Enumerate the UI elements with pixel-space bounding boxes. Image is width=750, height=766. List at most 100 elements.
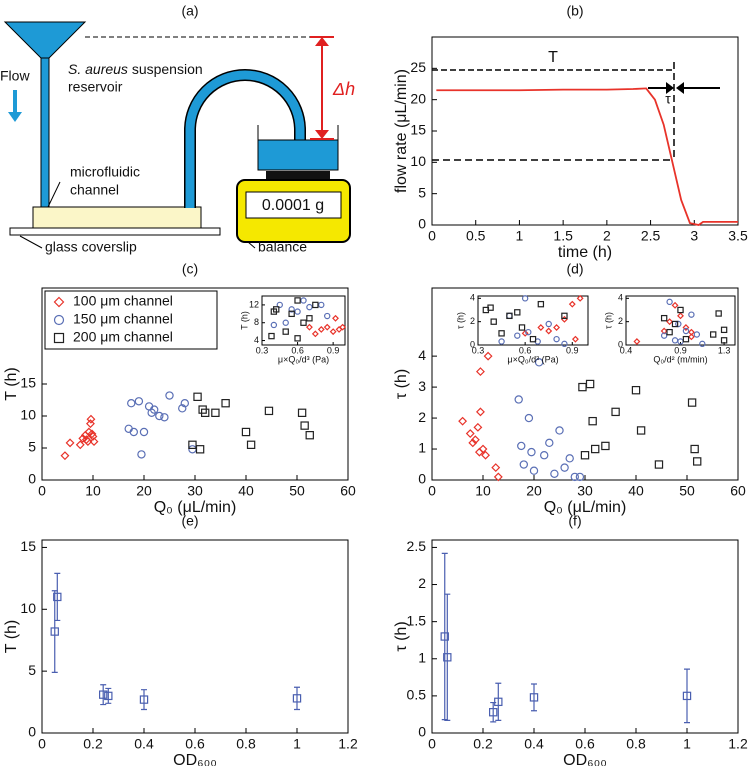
display xyxy=(245,191,342,219)
point xyxy=(270,321,278,329)
x-tick-label: 0 xyxy=(428,228,436,244)
y-tick-label: 4 xyxy=(254,335,259,345)
point xyxy=(305,431,314,440)
y-tick-label: 8 xyxy=(254,317,259,327)
plot-frame xyxy=(431,539,739,734)
point xyxy=(288,310,295,318)
point xyxy=(687,333,695,341)
dh-head xyxy=(315,37,329,46)
point xyxy=(98,690,108,699)
point xyxy=(666,298,673,306)
point xyxy=(276,301,283,309)
point xyxy=(312,301,319,309)
x-tick-label: 10 xyxy=(475,483,491,499)
x-tick-label: 0.6 xyxy=(185,736,205,752)
x-tick-label: 20 xyxy=(136,483,152,499)
point xyxy=(514,309,521,316)
point xyxy=(294,308,301,315)
x-tick-label: 3 xyxy=(690,228,698,244)
legend-label: 200 μm channel xyxy=(73,329,173,345)
point xyxy=(323,323,331,331)
x-tick-label: 60 xyxy=(340,483,356,499)
point xyxy=(487,304,494,311)
point xyxy=(75,440,85,450)
point xyxy=(139,695,149,704)
panel-label: (a) xyxy=(181,3,198,19)
error-bar xyxy=(105,687,112,704)
y-tick-label: 10 xyxy=(410,153,426,169)
point xyxy=(611,407,620,417)
x-tick-label: 0.6 xyxy=(291,345,304,355)
point xyxy=(575,472,585,482)
x-tick-label: 30 xyxy=(577,483,593,499)
y-tick-label: 0 xyxy=(418,471,426,487)
x-tick-label: 0.9 xyxy=(674,345,687,355)
point xyxy=(324,312,331,320)
diagram: (a) Flow S. aureus suspension reservoir … xyxy=(0,3,355,255)
point xyxy=(529,466,539,475)
point xyxy=(550,469,559,479)
annotation: T xyxy=(548,49,558,66)
point xyxy=(180,399,189,408)
x-tick-label: 1.2 xyxy=(338,736,358,752)
point xyxy=(139,427,149,437)
arrowhead xyxy=(666,82,674,94)
x-axis-label: Q₀ (μL/min) xyxy=(154,499,237,516)
point xyxy=(300,297,307,304)
panel-label: (b) xyxy=(566,3,583,19)
point xyxy=(294,297,301,304)
y-tick-label: 0.5 xyxy=(407,687,427,703)
point xyxy=(292,694,302,703)
point xyxy=(553,335,560,343)
point xyxy=(514,332,521,339)
y-axis-label: T (h) xyxy=(3,367,20,400)
point xyxy=(709,331,717,338)
point xyxy=(129,427,138,437)
error-bar xyxy=(294,686,300,711)
point xyxy=(693,331,701,338)
legend-label: 150 μm channel xyxy=(73,311,173,327)
annotation: τ xyxy=(665,91,671,107)
x-tick-label: 1 xyxy=(293,736,301,752)
point xyxy=(688,311,695,318)
x-tick-label: 0 xyxy=(38,483,46,499)
y-tick-label: 3 xyxy=(418,378,426,394)
point xyxy=(560,463,569,472)
y-tick-label: 5 xyxy=(28,662,36,678)
point xyxy=(306,303,313,311)
x-tick-label: 0.4 xyxy=(134,736,154,752)
x-tick-label: 0.4 xyxy=(524,736,544,752)
x-tick-label: 1 xyxy=(516,228,524,244)
outlet-tube-fill xyxy=(185,70,305,208)
x-tick-label: 1.3 xyxy=(718,345,731,355)
x-tick-label: 0.8 xyxy=(626,736,646,752)
point xyxy=(268,332,275,340)
error-bar xyxy=(100,684,107,706)
point xyxy=(521,329,529,337)
point xyxy=(498,330,505,337)
balance-label: balance xyxy=(258,239,307,255)
point xyxy=(65,438,75,448)
point xyxy=(211,408,220,418)
y-axis-label: τ (h) xyxy=(455,312,465,329)
point xyxy=(534,358,544,367)
point xyxy=(690,444,699,454)
y-axis-label: τ (h) xyxy=(393,621,410,651)
y-axis-label: τ (h) xyxy=(603,312,613,329)
x-tick-label: 0 xyxy=(38,736,46,752)
point xyxy=(458,416,468,426)
y-tick-label: 0 xyxy=(418,724,426,740)
point xyxy=(654,460,664,469)
plot-frame xyxy=(431,36,739,226)
point xyxy=(666,318,674,326)
y-tick-label: 2 xyxy=(618,316,623,326)
point xyxy=(50,627,59,636)
point xyxy=(692,457,702,466)
point xyxy=(89,437,99,447)
point xyxy=(300,319,307,326)
x-tick-label: 0.9 xyxy=(327,345,340,355)
point xyxy=(521,295,529,302)
point xyxy=(529,335,537,343)
point xyxy=(264,406,274,416)
point xyxy=(473,422,483,432)
